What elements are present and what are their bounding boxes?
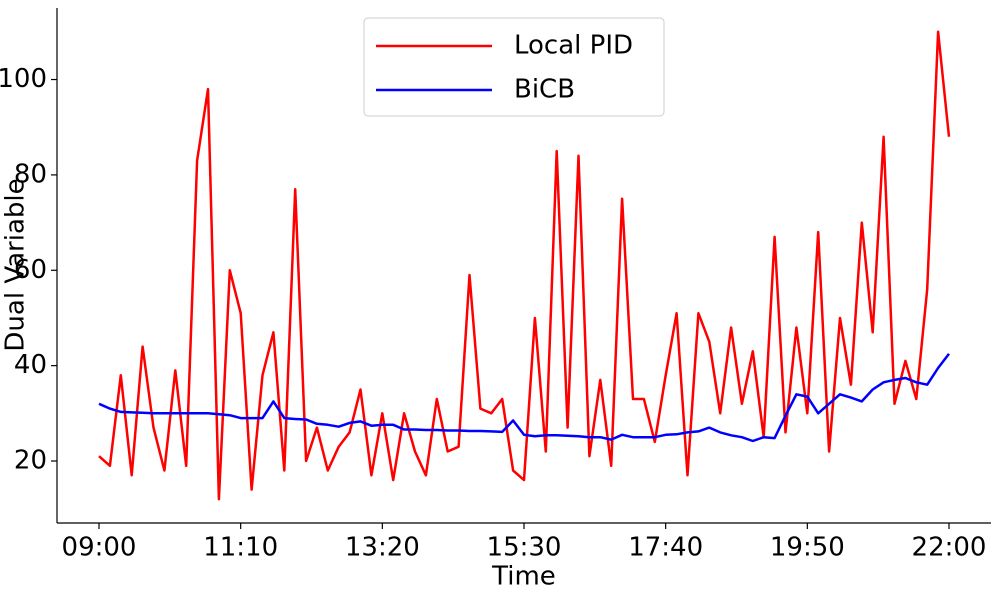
legend-label: BiCB xyxy=(514,75,575,105)
y-tick-label: 80 xyxy=(14,159,47,189)
y-tick-label: 20 xyxy=(14,446,47,476)
series-line xyxy=(98,30,951,501)
x-tick-label: 22:00 xyxy=(912,533,987,563)
legend: Local PID BiCB xyxy=(363,17,665,117)
y-tick-label: 40 xyxy=(14,350,47,380)
y-tick-label: 60 xyxy=(14,255,47,285)
x-axis-label: Time xyxy=(491,562,556,590)
y-axis-label: Dual Variable xyxy=(1,178,31,351)
x-tick-label: 13:20 xyxy=(345,533,420,563)
legend-box xyxy=(363,17,665,117)
x-tick-label: 11:10 xyxy=(203,533,278,563)
y-tick-label: 100 xyxy=(0,64,47,94)
x-tick-label: 15:30 xyxy=(487,533,562,563)
x-tick-label: 09:00 xyxy=(62,533,137,563)
legend-label: Local PID xyxy=(514,31,633,61)
x-tick-label: 19:50 xyxy=(770,533,845,563)
series-line xyxy=(98,352,950,443)
x-tick-label: 17:40 xyxy=(628,533,703,563)
